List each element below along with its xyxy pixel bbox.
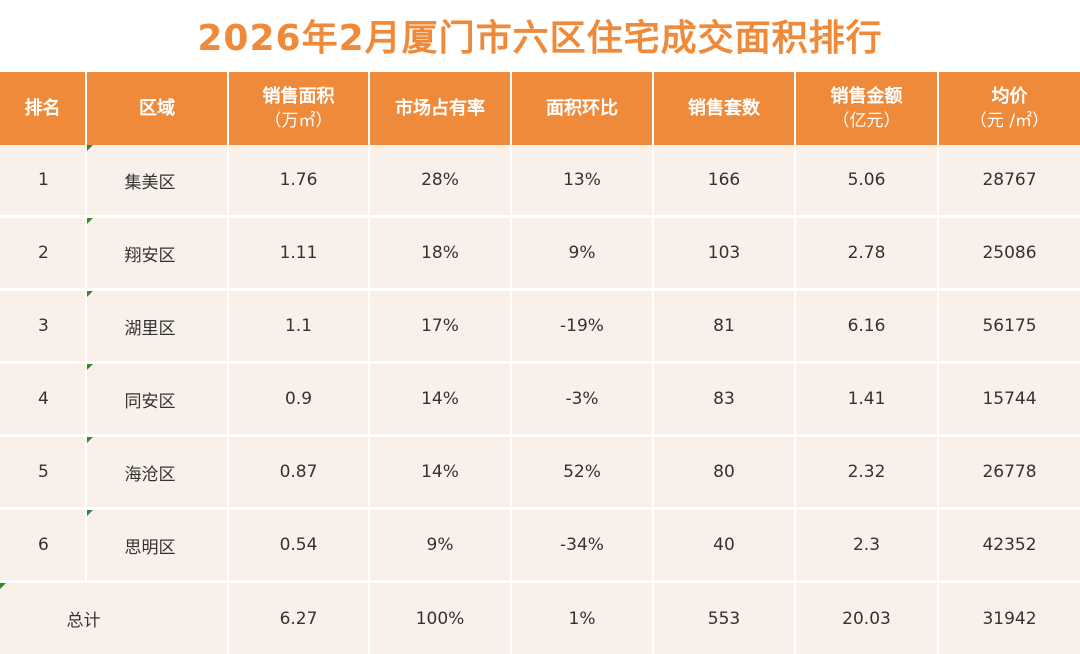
market-share-cell: 28%	[369, 145, 512, 218]
sale-area-cell: 0.87	[228, 435, 370, 510]
market-share-cell: 14%	[369, 435, 512, 510]
units-sold-cell: 83	[653, 362, 796, 437]
table-row: 2 翔安区 1.11 18% 9% 103 2.78 25086	[0, 216, 1080, 291]
district-name: 海沧区	[124, 464, 176, 485]
table-row: 1 集美区 1.76 28% 13% 166 5.06 28767	[0, 145, 1080, 218]
district-cell: 思明区	[86, 508, 229, 583]
table-row: 4 同安区 0.9 14% -3% 83 1.41 15744	[0, 362, 1080, 437]
market-share-cell: 17%	[369, 289, 512, 364]
sale-area-cell: 1.1	[228, 289, 370, 364]
units-sold-cell: 81	[653, 289, 796, 364]
cell-corner-mark	[87, 437, 93, 443]
sale-amount-cell: 2.78	[795, 216, 939, 291]
district-name: 集美区	[124, 172, 176, 193]
sale-amount-cell: 6.16	[795, 289, 939, 364]
header-avg-price-unit: （元 /㎡）	[969, 110, 1050, 131]
cell-corner-mark	[0, 583, 6, 589]
avg-price-cell: 25086	[938, 216, 1080, 291]
header-avg-price-label: 均价	[991, 85, 1028, 107]
total-avg-price-cell: 31942	[938, 581, 1080, 654]
cell-corner-mark	[87, 145, 93, 151]
avg-price-cell: 28767	[938, 145, 1080, 218]
sale-amount-cell: 5.06	[795, 145, 939, 218]
sale-amount-cell: 2.3	[795, 508, 939, 583]
total-row: 总计 6.27 100% 1% 553 20.03 31942	[0, 581, 1080, 654]
header-rank: 排名	[0, 72, 87, 145]
units-sold-cell: 40	[653, 508, 796, 583]
district-name: 翔安区	[124, 245, 176, 266]
market-share-cell: 18%	[369, 216, 512, 291]
rank-cell: 6	[0, 508, 87, 583]
district-name: 同安区	[124, 391, 176, 412]
header-sale-area: 销售面积 （万㎡）	[228, 72, 370, 145]
avg-price-cell: 56175	[938, 289, 1080, 364]
table-row: 6 思明区 0.54 9% -34% 40 2.3 42352	[0, 508, 1080, 583]
area-mom-cell: 13%	[511, 145, 654, 218]
header-sale-amount: 销售金额 （亿元）	[795, 72, 939, 145]
rank-cell: 2	[0, 216, 87, 291]
avg-price-cell: 42352	[938, 508, 1080, 583]
cell-corner-mark	[87, 218, 93, 224]
area-mom-cell: -19%	[511, 289, 654, 364]
header-sale-area-unit: （万㎡）	[264, 110, 333, 131]
cell-corner-mark	[87, 364, 93, 370]
total-label: 总计	[66, 611, 101, 631]
avg-price-cell: 15744	[938, 362, 1080, 437]
total-sale-area-cell: 6.27	[228, 581, 370, 654]
header-district: 区域	[86, 72, 229, 145]
table-body: 1 集美区 1.76 28% 13% 166 5.06 28767 2 翔安区 …	[0, 145, 1080, 654]
area-mom-cell: -3%	[511, 362, 654, 437]
area-mom-cell: -34%	[511, 508, 654, 583]
table-row: 3 湖里区 1.1 17% -19% 81 6.16 56175	[0, 289, 1080, 364]
market-share-cell: 14%	[369, 362, 512, 437]
district-cell: 翔安区	[86, 216, 229, 291]
total-sale-amount-cell: 20.03	[795, 581, 939, 654]
units-sold-cell: 166	[653, 145, 796, 218]
avg-price-cell: 26778	[938, 435, 1080, 510]
total-area-mom-cell: 1%	[511, 581, 654, 654]
sale-area-cell: 1.11	[228, 216, 370, 291]
cell-corner-mark	[87, 510, 93, 516]
district-cell: 集美区	[86, 145, 229, 218]
header-units-sold: 销售套数	[653, 72, 796, 145]
header-market-share: 市场占有率	[369, 72, 512, 145]
total-market-share-cell: 100%	[369, 581, 512, 654]
header-avg-price: 均价 （元 /㎡）	[938, 72, 1080, 145]
district-cell: 湖里区	[86, 289, 229, 364]
sale-area-cell: 1.76	[228, 145, 370, 218]
total-units-sold-cell: 553	[653, 581, 796, 654]
district-name: 湖里区	[124, 318, 176, 339]
units-sold-cell: 80	[653, 435, 796, 510]
cell-corner-mark	[87, 291, 93, 297]
total-label-cell: 总计	[0, 581, 229, 654]
sale-amount-cell: 2.32	[795, 435, 939, 510]
header-sale-area-label: 销售面积	[262, 85, 335, 107]
sale-area-cell: 0.9	[228, 362, 370, 437]
header-sale-amount-unit: （亿元）	[832, 110, 901, 131]
district-cell: 同安区	[86, 362, 229, 437]
sale-amount-cell: 1.41	[795, 362, 939, 437]
rank-cell: 5	[0, 435, 87, 510]
market-share-cell: 9%	[369, 508, 512, 583]
rank-cell: 3	[0, 289, 87, 364]
rank-cell: 4	[0, 362, 87, 437]
header-area-mom: 面积环比	[511, 72, 654, 145]
rank-cell: 1	[0, 145, 87, 218]
area-mom-cell: 9%	[511, 216, 654, 291]
page-title: 2026年2月厦门市六区住宅成交面积排行	[197, 18, 883, 59]
district-cell: 海沧区	[86, 435, 229, 510]
ranking-table: 排名 区域 销售面积 （万㎡） 市场占有率 面积环比 销售套数 销售金额 （亿元…	[0, 72, 1080, 654]
units-sold-cell: 103	[653, 216, 796, 291]
sale-area-cell: 0.54	[228, 508, 370, 583]
area-mom-cell: 52%	[511, 435, 654, 510]
table-header: 排名 区域 销售面积 （万㎡） 市场占有率 面积环比 销售套数 销售金额 （亿元…	[0, 72, 1080, 145]
district-name: 思明区	[124, 537, 176, 558]
header-sale-amount-label: 销售金额	[830, 85, 903, 107]
table-row: 5 海沧区 0.87 14% 52% 80 2.32 26778	[0, 435, 1080, 510]
